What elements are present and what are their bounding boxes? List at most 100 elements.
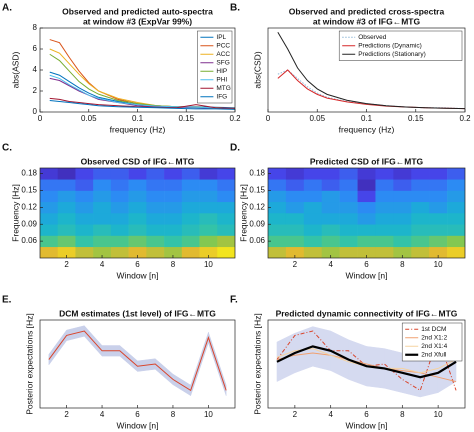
heat-cell bbox=[357, 235, 376, 248]
series-line bbox=[276, 345, 457, 379]
heat-cell bbox=[40, 224, 59, 236]
heat-cell bbox=[164, 213, 183, 225]
heat-cell bbox=[181, 224, 200, 236]
heat-cell bbox=[357, 190, 376, 203]
y-tick-label: 0.12 bbox=[249, 202, 265, 211]
heat-cell bbox=[110, 201, 129, 214]
plot-area bbox=[277, 31, 465, 110]
heat-cell bbox=[199, 179, 218, 191]
heat-cell bbox=[164, 190, 183, 203]
heat-cell bbox=[75, 235, 94, 248]
legend-box bbox=[197, 30, 233, 104]
heat-cell bbox=[146, 213, 165, 225]
heat-cell bbox=[285, 246, 305, 258]
heat-cell bbox=[447, 168, 465, 180]
heat-cell bbox=[447, 179, 465, 191]
heat-cell bbox=[217, 246, 235, 258]
heat-cell bbox=[357, 246, 376, 258]
heat-cell bbox=[429, 213, 448, 225]
heat-cell bbox=[375, 179, 394, 191]
heat-cell bbox=[181, 213, 200, 225]
heat-cell bbox=[110, 235, 129, 248]
panel: F. Predicted dynamic connectivity of IFG←… bbox=[230, 295, 466, 430]
heat-cell bbox=[146, 168, 165, 180]
legend-box bbox=[338, 30, 463, 61]
y-axis-label: Frequency [Hz] bbox=[238, 184, 248, 242]
x-tick-label: 8 bbox=[171, 260, 176, 269]
x-tick-label: 10 bbox=[434, 260, 443, 269]
heat-cell bbox=[40, 168, 59, 180]
heat-cell bbox=[93, 246, 112, 258]
x-tick-label: 2 bbox=[293, 410, 298, 419]
heat-cell bbox=[128, 246, 147, 258]
heat-cell bbox=[146, 179, 165, 191]
heat-cell bbox=[75, 201, 94, 214]
x-tick-label: 2 bbox=[293, 260, 298, 269]
x-tick-label: 0 bbox=[38, 114, 43, 123]
legend-label: Observed bbox=[358, 34, 387, 41]
x-tick-label: 2 bbox=[64, 260, 69, 269]
heat-cell bbox=[75, 179, 94, 191]
heat-cell bbox=[128, 213, 147, 225]
heat-cell bbox=[110, 179, 129, 191]
x-axis-label: frequency (Hz) bbox=[110, 124, 166, 134]
legend-label: 2nd Xfull bbox=[421, 351, 447, 358]
heat-cell bbox=[93, 224, 112, 236]
heat-cell bbox=[40, 190, 59, 203]
heat-cell bbox=[429, 246, 448, 258]
x-axis-label: Window [n] bbox=[116, 420, 158, 430]
x-tick-label: 10 bbox=[204, 260, 213, 269]
heat-cell bbox=[217, 201, 235, 214]
heat-cell bbox=[110, 190, 129, 203]
legend-label: PHI bbox=[216, 76, 227, 83]
heat-cell bbox=[181, 235, 200, 248]
heat-cell bbox=[75, 168, 94, 180]
panel-letter: B. bbox=[230, 3, 240, 14]
y-tick-label: 0.15 bbox=[249, 186, 265, 195]
panel-letter: C. bbox=[2, 143, 12, 154]
heat-cell bbox=[128, 190, 147, 203]
panel-letter: F. bbox=[230, 295, 238, 306]
heat-cell bbox=[57, 168, 76, 180]
heat-cell bbox=[128, 224, 147, 236]
y-tick-label: 0.06 bbox=[249, 236, 265, 245]
heat-cell bbox=[339, 224, 358, 236]
heat-cell bbox=[199, 201, 218, 214]
heat-cell bbox=[93, 179, 112, 191]
heat-cell bbox=[411, 168, 430, 180]
heat-cell bbox=[357, 224, 376, 236]
heat-cell bbox=[57, 246, 76, 258]
panel-title: Observed and predicted cross-spectra bbox=[289, 6, 445, 16]
x-tick-label: 0.15 bbox=[408, 114, 424, 123]
heat-cell bbox=[339, 201, 358, 214]
heat-cell bbox=[57, 190, 76, 203]
heat-cell bbox=[268, 224, 287, 236]
x-tick-label: 4 bbox=[328, 410, 333, 419]
heat-cell bbox=[75, 190, 94, 203]
x-tick-label: 0.1 bbox=[132, 114, 144, 123]
heat-cell bbox=[411, 235, 430, 248]
heat-cell bbox=[93, 190, 112, 203]
heat-cell bbox=[57, 213, 76, 225]
heat-cell bbox=[447, 235, 465, 248]
heat-cell bbox=[411, 201, 430, 214]
y-tick-label: 8 bbox=[33, 23, 38, 32]
legend-label: Predictions (Dynamic) bbox=[358, 42, 422, 49]
heat-cell bbox=[393, 235, 412, 248]
heat-cell bbox=[429, 168, 448, 180]
heat-cell bbox=[181, 168, 200, 180]
panel-letter: A. bbox=[2, 3, 12, 14]
x-tick-label: 8 bbox=[400, 410, 405, 419]
plot-area bbox=[49, 39, 235, 110]
y-tick-label: 0.09 bbox=[21, 219, 37, 228]
heat-cell bbox=[57, 179, 76, 191]
x-tick-label: 10 bbox=[204, 410, 213, 419]
x-tick-label: 2 bbox=[64, 410, 69, 419]
heat-cell bbox=[57, 235, 76, 248]
heat-cell bbox=[339, 246, 358, 258]
heat-cell bbox=[393, 179, 412, 191]
series-line bbox=[276, 352, 457, 383]
panel: A. Observed and predicted auto-spectraat … bbox=[2, 3, 241, 135]
heat-cell bbox=[321, 213, 340, 225]
